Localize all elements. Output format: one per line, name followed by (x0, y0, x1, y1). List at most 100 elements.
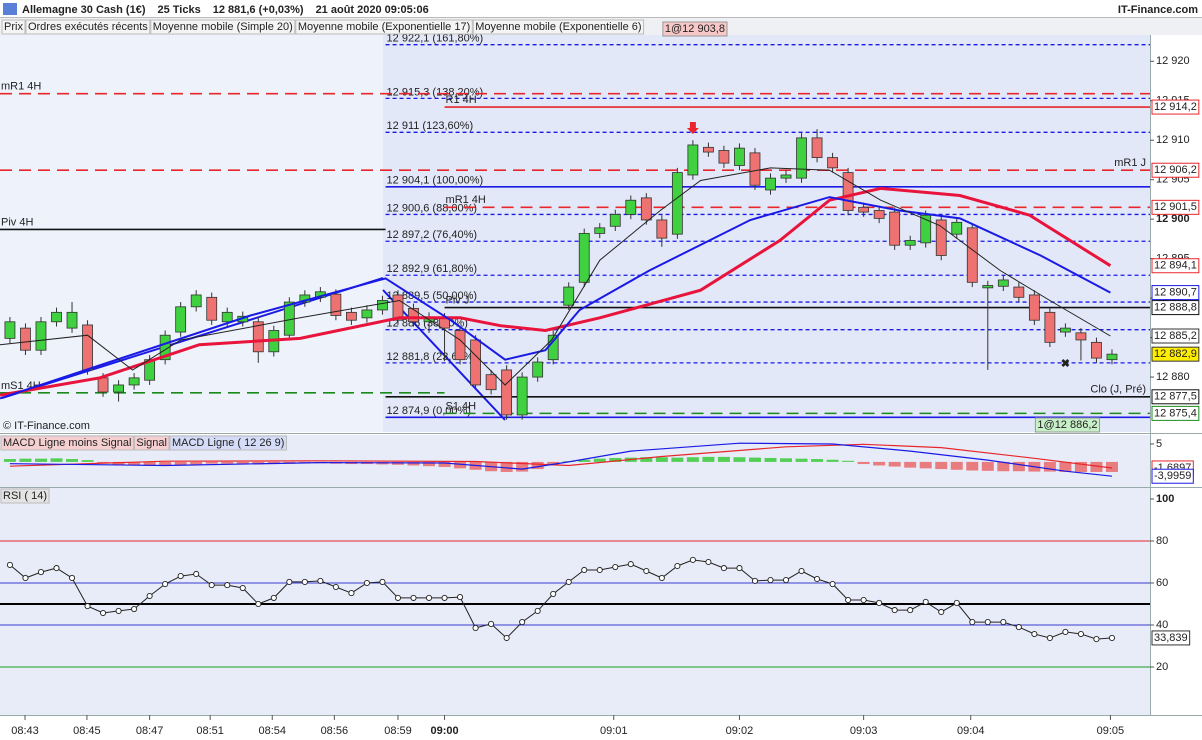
candle-body (982, 285, 994, 289)
legend-item-group: RSI ( 14) (0, 488, 50, 504)
rsi-point (301, 578, 308, 585)
histogram-bar (997, 461, 1010, 472)
rsi-point (22, 574, 29, 582)
legend-item-box (169, 435, 287, 451)
value-tag-group: 12 894,1 (1151, 258, 1200, 274)
panel: 5 MACD Ligne moins Signal Signal MACD Ligne… (0, 435, 1194, 484)
header-title: Allemagne 30 Cash (1€) (22, 4, 146, 16)
candle-body (1013, 286, 1025, 298)
pivot-tag: 12 914,2 (1154, 101, 1197, 113)
pivot-tag: 12 877,5 (1154, 391, 1197, 403)
candle-body (470, 339, 481, 386)
candle-body (873, 210, 885, 219)
histogram-bar (1043, 461, 1056, 472)
fibonacci-label: 12 915,3 (138,20%) (387, 86, 484, 98)
rsi-point (239, 584, 246, 592)
candle-body (206, 296, 218, 321)
pivot-tag-box (1151, 199, 1200, 215)
histogram-bar (578, 459, 591, 462)
candle-body (361, 309, 373, 319)
candle-body (1028, 294, 1040, 321)
macd-line (9, 443, 1113, 469)
rsi-point (425, 594, 433, 601)
annotation-box (1034, 417, 1101, 433)
histogram-bar (966, 461, 979, 471)
pivot-label: mR1 4H (1, 81, 41, 93)
annotation: 1@12 886,2 ✖ (1034, 358, 1101, 433)
candle-body (609, 214, 621, 227)
y-tick-label: 40 (1156, 619, 1168, 631)
candle-body (594, 227, 606, 234)
histogram-bar (407, 461, 420, 466)
rsi-point (519, 619, 526, 626)
histogram-bar (609, 457, 622, 462)
candle-body (796, 137, 807, 179)
candle-body (190, 294, 202, 308)
histogram-bar (826, 459, 839, 462)
rsi-point (162, 580, 169, 588)
rsi-point (503, 634, 510, 642)
histogram-bar (66, 459, 79, 462)
rsi-point (472, 624, 479, 631)
x-tick-label: 09:01 (600, 725, 628, 737)
legend-item-box (150, 19, 296, 35)
histogram-bar (112, 461, 125, 465)
x-tick-label: 09:00 (430, 725, 458, 737)
order-cross: ✖ (1061, 358, 1070, 370)
histogram-bar (190, 461, 203, 465)
candle-body (128, 377, 140, 386)
legend-item-box (0, 488, 50, 504)
rsi-point (814, 575, 821, 583)
candle-body (408, 307, 419, 323)
rsi-point (953, 599, 960, 606)
pivot-tag-group: 12 888,8 (1151, 300, 1200, 316)
candle-body (516, 376, 528, 416)
y-tick-label: 60 (1156, 577, 1168, 589)
value-tag: 12 890,7 (1154, 286, 1197, 298)
fibonacci-label: 12 874,9 (0,00%) (387, 405, 471, 417)
pivot-label: Clo (J, Pré) (1090, 384, 1146, 396)
x-tick-label: 09:02 (726, 725, 754, 737)
histogram-bar (174, 461, 187, 466)
candle-body (997, 279, 1009, 287)
rsi-point (860, 596, 867, 604)
rsi-point (84, 603, 91, 610)
candle-body (252, 321, 264, 353)
rsi-point (798, 567, 805, 575)
rsi-point (782, 577, 790, 584)
rsi-point (37, 569, 45, 576)
candle-body (687, 144, 699, 176)
candle-body (827, 157, 838, 169)
rsi-point (53, 565, 60, 572)
y-tick-label: 12 900 (1156, 213, 1190, 225)
rsi-point (6, 561, 13, 568)
rsi-point (1031, 630, 1038, 638)
rsi-point (612, 563, 619, 571)
rsi-point (674, 562, 681, 570)
moving-average (0, 196, 1111, 400)
rsi-point (705, 558, 712, 566)
legend-item: Moyenne mobile (Exponentielle 6) (475, 21, 641, 33)
histogram-bar (423, 461, 436, 467)
fibonacci-label: 12 881,8 (23,60%) (387, 351, 478, 363)
rsi-point (208, 582, 215, 589)
histogram-bar (904, 461, 917, 468)
rsi-point (115, 607, 122, 614)
candle-body (51, 311, 62, 323)
legend-item-group: Moyenne mobile (Exponentielle 17) (295, 19, 473, 35)
y-tick-label: 100 (1156, 493, 1174, 505)
x-tick-label: 08:54 (258, 725, 286, 737)
candle-body (1060, 327, 1071, 333)
rsi-point (100, 609, 107, 617)
value-tag-box (1151, 630, 1191, 646)
header-price: 12 881,6 (+0,03%) (213, 4, 304, 16)
candle-body (377, 300, 388, 311)
histogram-bar (1090, 461, 1103, 472)
histogram-bar (640, 457, 653, 462)
candle-body (175, 306, 187, 333)
rsi-point (736, 565, 743, 572)
candle-body (951, 221, 963, 235)
rsi-point (286, 578, 293, 585)
histogram-bar (873, 461, 886, 466)
fibonacci-label: 12 897,2 (76,40%) (387, 229, 478, 241)
